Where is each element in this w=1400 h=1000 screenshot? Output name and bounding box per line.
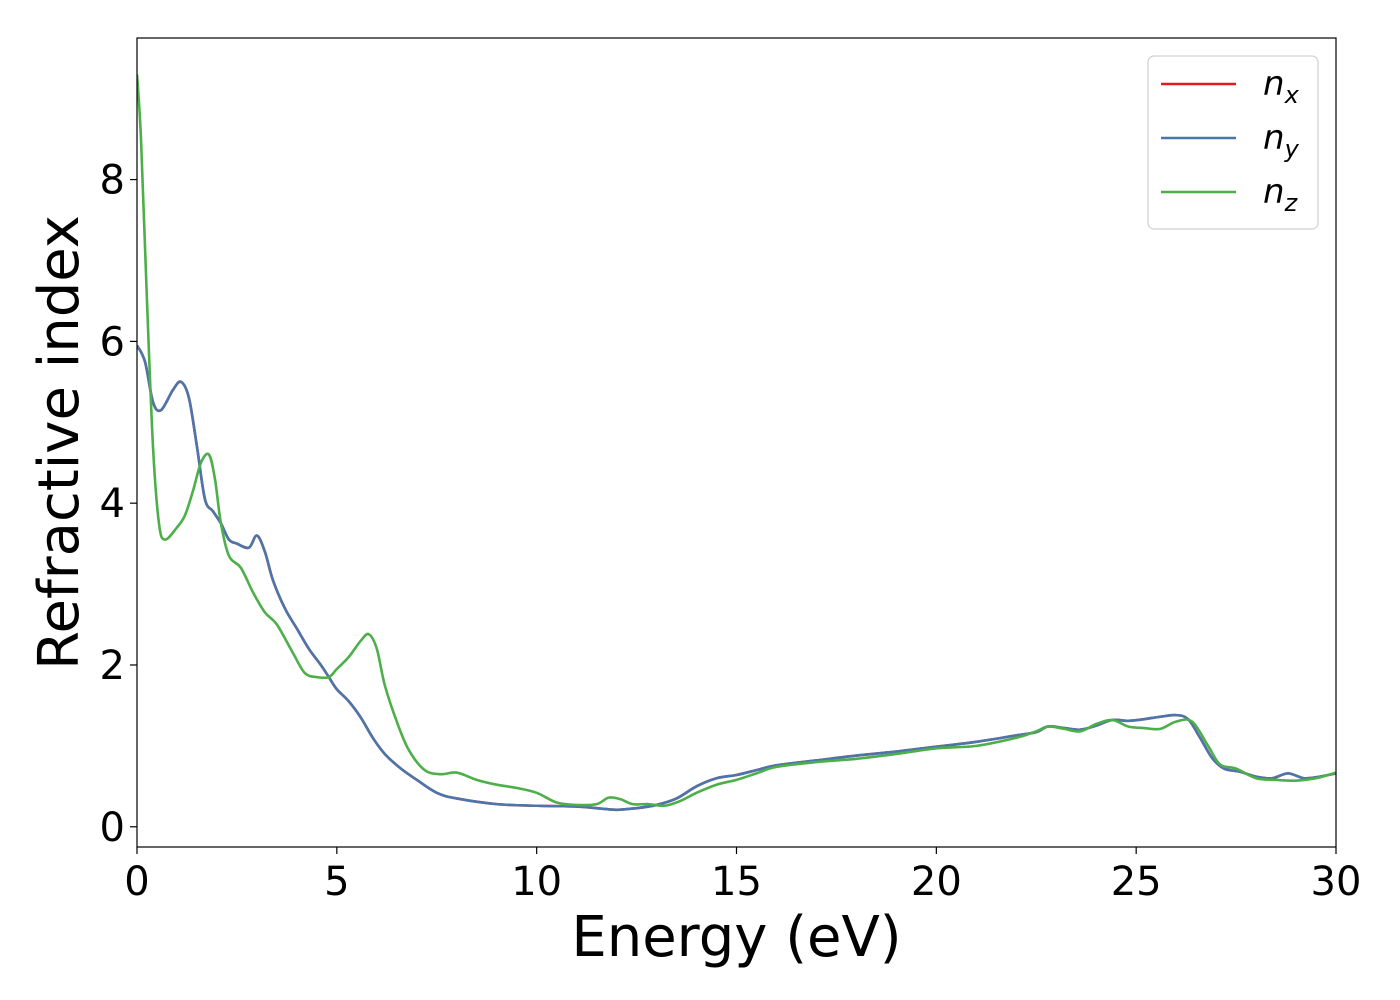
x-tick-label: 30	[1311, 859, 1362, 905]
y-tick-label: 2	[100, 643, 125, 689]
series-layer	[137, 74, 1336, 812]
legend-entry-ny: ny	[1263, 118, 1300, 163]
y-tick-label: 4	[100, 481, 125, 527]
legend-box	[1147, 55, 1319, 230]
legend-entry-nx: nx	[1263, 64, 1300, 109]
x-axis-ticks: 0 5 10 15 20 25 30	[124, 847, 1361, 905]
y-axis-ticks: 0 2 4 6 8	[100, 158, 137, 851]
y-tick-label: 8	[100, 158, 125, 204]
y-axis-label: Refractive index	[27, 215, 92, 670]
x-tick-label: 20	[911, 859, 962, 905]
x-axis-label: Energy (eV)	[571, 905, 901, 970]
legend-entry-nz: nz	[1263, 172, 1299, 217]
y-tick-label: 0	[100, 805, 125, 851]
series-line-ny	[137, 344, 1336, 812]
x-tick-label: 5	[324, 859, 349, 905]
x-tick-label: 25	[1111, 859, 1162, 905]
x-tick-label: 10	[511, 859, 562, 905]
x-tick-label: 15	[711, 859, 762, 905]
series-line-nz	[137, 74, 1336, 808]
y-tick-label: 6	[100, 319, 125, 365]
x-tick-label: 0	[124, 859, 149, 905]
legend: nx ny nz	[1147, 55, 1319, 230]
